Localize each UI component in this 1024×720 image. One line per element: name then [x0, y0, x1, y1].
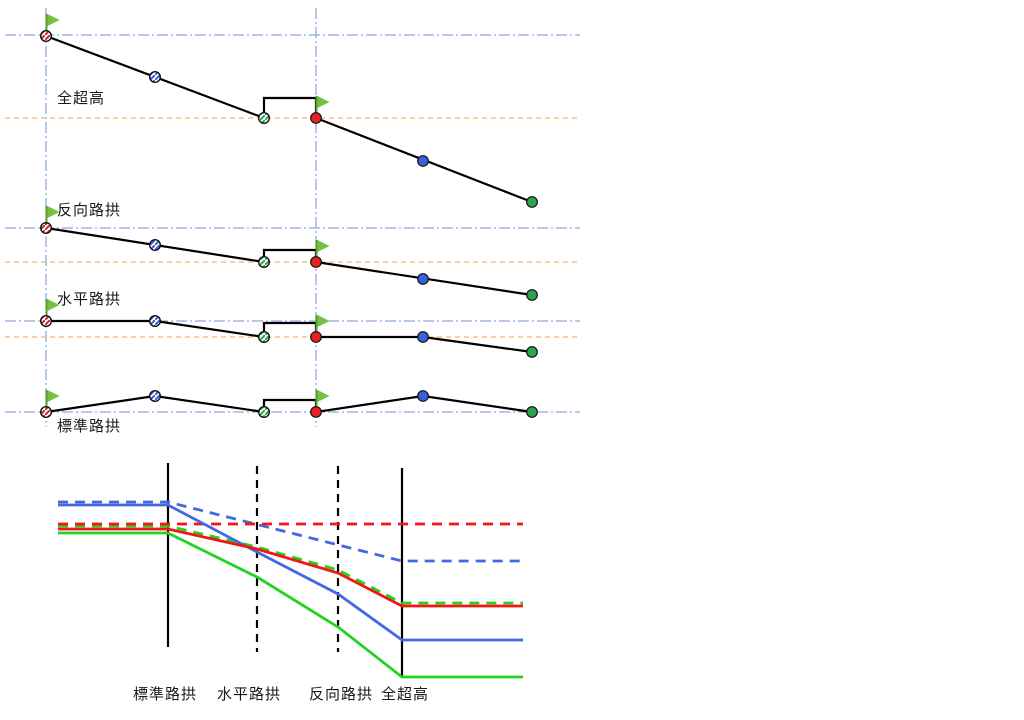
- flag-icon: [47, 14, 60, 26]
- station-label-normal-crown: 標準路拱: [132, 687, 198, 703]
- green-hatched-point: [258, 111, 271, 124]
- green-hatched-point: [258, 406, 271, 419]
- station-label-reverse-crown: 反向路拱: [308, 687, 374, 703]
- row-label-reverse-crown: 反向路拱: [57, 203, 122, 219]
- flag-icon: [317, 240, 330, 252]
- flag-icon: [317, 390, 330, 402]
- blue-point: [417, 155, 429, 167]
- crown-notch-line: [262, 321, 318, 337]
- green-point: [526, 289, 538, 301]
- green-dashed-series-line: [58, 524, 523, 605]
- green-point: [526, 346, 538, 358]
- row-label-normal-crown: 標準路拱: [57, 419, 122, 435]
- flag-icon: [317, 96, 330, 108]
- green-solid-series-line: [58, 531, 523, 679]
- red-point: [310, 112, 322, 124]
- station-label-full-superelevation: 全超高: [380, 687, 430, 703]
- red-point: [310, 256, 322, 268]
- crown-notch-line: [262, 398, 318, 412]
- red-hatched-point: [40, 406, 53, 419]
- flag-icon: [47, 390, 60, 402]
- crown-notch-line: [262, 96, 318, 118]
- red-point: [310, 406, 322, 418]
- red-hatched-point: [40, 221, 53, 234]
- red-point: [310, 331, 322, 343]
- row-label-level-crown: 水平路拱: [57, 292, 122, 308]
- blue-point: [417, 273, 429, 285]
- crown-notch-line: [262, 248, 318, 262]
- flag-icon: [317, 315, 330, 327]
- red-solid-series-line: [58, 527, 523, 608]
- blue-hatched-point: [148, 315, 161, 328]
- blue-solid-series-line: [58, 503, 523, 642]
- blue-hatched-point: [148, 390, 161, 403]
- red-hatched-point: [40, 30, 53, 43]
- green-point: [526, 406, 538, 418]
- green-hatched-point: [258, 331, 271, 344]
- row-label-full-superelevation: 全超高: [57, 91, 106, 107]
- blue-dashed-series-line: [58, 500, 523, 563]
- blue-point: [417, 331, 429, 343]
- station-label-level-crown: 水平路拱: [216, 687, 282, 703]
- blue-point: [417, 390, 429, 402]
- green-point: [526, 196, 538, 208]
- red-hatched-point: [40, 315, 53, 328]
- flag-icon: [47, 299, 60, 311]
- blue-hatched-point: [148, 238, 161, 251]
- green-hatched-point: [258, 256, 271, 269]
- blue-hatched-point: [148, 70, 161, 83]
- flag-icon: [47, 206, 60, 218]
